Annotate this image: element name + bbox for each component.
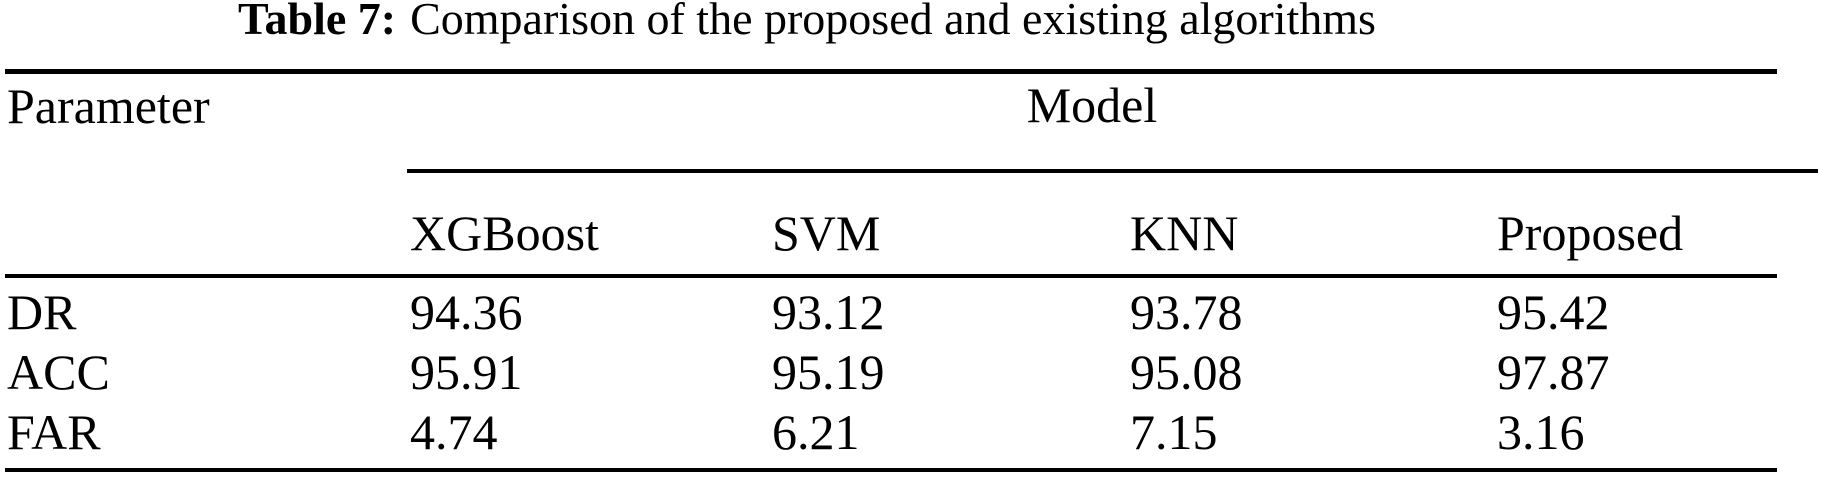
cell-dr-xgboost: 94.36: [410, 284, 523, 340]
row-label-acc: ACC: [7, 344, 110, 400]
cell-dr-svm: 93.12: [772, 284, 885, 340]
cell-far-svm: 6.21: [772, 404, 860, 460]
column-group-header-model: Model: [1026, 77, 1158, 133]
column-header-parameter: Parameter: [7, 78, 210, 134]
column-header-proposed: Proposed: [1497, 205, 1684, 261]
row-label-dr: DR: [7, 284, 77, 340]
cell-far-knn: 7.15: [1130, 404, 1218, 460]
column-header-xgboost: XGBoost: [410, 205, 599, 261]
cell-acc-knn: 95.08: [1130, 344, 1243, 400]
model-group-rule: [407, 169, 1818, 173]
row-label-far: FAR: [7, 404, 101, 460]
cell-far-xgboost: 4.74: [410, 404, 498, 460]
table-caption: Table 7: Comparison of the proposed and e…: [0, 0, 1614, 42]
table-bottom-rule: [5, 468, 1777, 472]
table-caption-text: Comparison of the proposed and existing …: [410, 0, 1376, 44]
column-header-svm: SVM: [772, 205, 881, 261]
cell-acc-proposed: 97.87: [1497, 344, 1610, 400]
cell-dr-knn: 93.78: [1130, 284, 1243, 340]
cell-far-proposed: 3.16: [1497, 404, 1585, 460]
cell-acc-svm: 95.19: [772, 344, 885, 400]
table-header-rule: [5, 274, 1777, 278]
column-header-knn: KNN: [1130, 205, 1239, 261]
cell-dr-proposed: 95.42: [1497, 284, 1610, 340]
table-top-rule: [5, 69, 1777, 74]
cell-acc-xgboost: 95.91: [410, 344, 523, 400]
table-caption-label: Table 7:: [238, 0, 397, 44]
